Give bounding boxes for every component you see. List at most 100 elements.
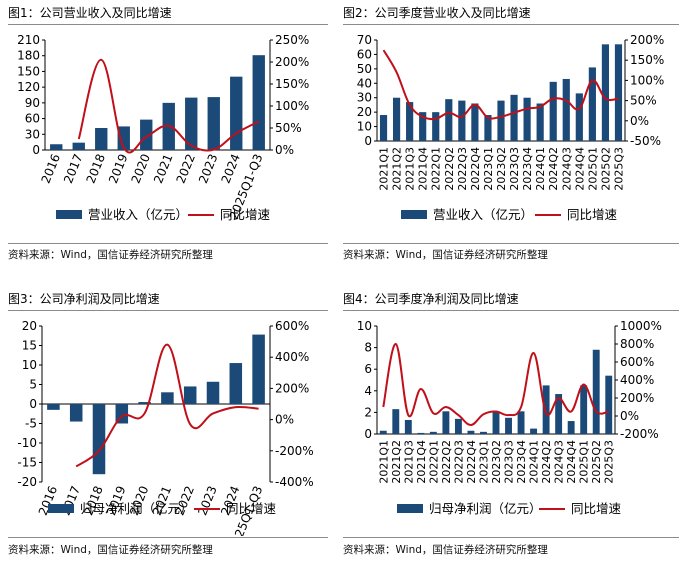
panel-revenue-quarterly: 图2：公司季度营业收入及同比增速 0 10 20 30 40 50 60 70 -50% 0% 50… — [343, 4, 679, 274]
y-left-tick-label: 30 — [25, 127, 40, 141]
y-right-tick-label: 0% — [275, 413, 294, 427]
bar — [442, 411, 450, 434]
y-left-tick-label: 60 — [357, 47, 372, 61]
bar — [575, 93, 583, 141]
x-tick-label: 2022Q4 — [469, 147, 482, 191]
y-right-tick-label: 800% — [620, 337, 654, 351]
bar — [404, 419, 412, 434]
x-tick-label: 2025Q3 — [603, 440, 616, 484]
bar — [458, 100, 466, 141]
y-right-tick-label: 0% — [630, 114, 649, 128]
panel-rule-bottom — [343, 243, 679, 244]
x-tick-label: 2023Q1 — [477, 440, 490, 484]
panel-source: 资料来源：Wind，国信证券经济研究所整理 — [8, 249, 213, 261]
bar — [601, 44, 610, 142]
growth-line — [382, 342, 609, 426]
panel-rule-bottom — [8, 243, 328, 244]
y-left-tick-label: -20 — [17, 475, 37, 489]
y-right-tick-label: -200% — [620, 427, 659, 441]
y-right-tick-label: 0% — [620, 409, 639, 423]
x-tick-label: 2024Q4 — [565, 440, 578, 484]
panel-profit-quarterly: 图4：公司季度净利润及同比增速 0 2 4 6 8 10 -200% 0% 200% 400% 60… — [343, 290, 679, 562]
y-left-tick-label: 0 — [29, 397, 37, 411]
bar — [92, 404, 106, 475]
y-left-tick-label: 4 — [364, 384, 372, 398]
bar — [207, 97, 220, 150]
legend-line-label: 同比增速 — [567, 207, 618, 222]
y-left-tick-label: 180 — [17, 49, 40, 63]
x-tick-label: 2022Q2 — [440, 440, 453, 484]
y-left-tick-label: 60 — [25, 112, 40, 126]
legend-line-label: 同比增速 — [226, 501, 277, 516]
x-tick-label: 2023Q2 — [495, 147, 508, 191]
y-right-tick-label: 1000% — [620, 319, 662, 333]
x-tick-label: 2022Q1 — [427, 440, 440, 484]
bar — [454, 418, 462, 434]
x-tick-label: 2023Q4 — [515, 440, 528, 484]
y-left-tick-label: 90 — [25, 96, 40, 110]
y-left-tick-label: 15 — [22, 339, 37, 353]
bar — [497, 100, 505, 141]
x-tick-label: 2024Q2 — [547, 147, 560, 191]
y-left-tick-label: -15 — [17, 456, 37, 470]
y-left-tick-label: 10 — [357, 120, 372, 134]
y-right-tick-label: 50% — [275, 121, 302, 135]
bar — [510, 94, 518, 141]
x-tick-label: 2023 — [195, 484, 219, 518]
legend-line-label: 同比增速 — [571, 501, 622, 516]
y-right-tick-label: 250% — [275, 33, 309, 47]
bar — [562, 78, 570, 141]
panel-title: 图2：公司季度营业收入及同比增速 — [343, 6, 531, 20]
x-tick-label: 2025Q2 — [599, 147, 612, 191]
y-right-tick-label: 200% — [275, 55, 309, 69]
bar — [588, 67, 596, 141]
bar — [185, 97, 198, 150]
x-tick-label: 2022Q2 — [443, 147, 456, 191]
x-tick-label: 2022 — [174, 152, 198, 186]
x-tick-label: 2021Q4 — [417, 147, 430, 191]
y-right-tick-label: 150% — [275, 77, 309, 91]
bar — [140, 119, 153, 150]
panel-title: 图3：公司净利润及同比增速 — [8, 292, 160, 306]
bar — [252, 55, 265, 150]
y-right-tick-label: -200% — [275, 444, 314, 458]
x-tick-label: 2020 — [129, 152, 153, 186]
bar — [445, 99, 453, 141]
panel-source: 资料来源：Wind，国信证券经济研究所整理 — [343, 249, 548, 261]
y-left-tick-label: 50 — [357, 62, 372, 76]
x-tick-label: 2024Q2 — [540, 440, 553, 484]
y-left-tick-label: 2 — [364, 405, 372, 419]
bar — [417, 432, 425, 434]
y-right-tick-label: 50% — [630, 94, 657, 108]
panel-rule-bottom — [8, 537, 328, 538]
bar — [567, 421, 575, 434]
x-tick-label: 2016 — [39, 152, 63, 186]
y-right-tick-label: 100% — [275, 99, 309, 113]
x-tick-label: 2024 — [219, 152, 243, 186]
panel-rule-top — [8, 310, 328, 311]
y-left-tick-label: 0 — [32, 143, 40, 157]
y-left-tick-label: 20 — [357, 105, 372, 119]
y-left-tick-label: 6 — [364, 362, 372, 376]
y-right-tick-label: 400% — [620, 373, 654, 387]
x-tick-label: 2023 — [196, 152, 220, 186]
x-tick-label: 2021Q3 — [404, 147, 417, 191]
x-tick-label: 2021 — [151, 152, 175, 186]
x-tick-label: 2022Q3 — [456, 147, 469, 191]
bar — [592, 349, 600, 434]
bar — [230, 76, 243, 150]
bar — [471, 103, 479, 141]
bar — [392, 97, 401, 141]
x-tick-label: 2023Q3 — [508, 147, 521, 191]
x-tick-label: 2019 — [106, 152, 130, 186]
panel-source: 资料来源：Wind，国信证券经济研究所整理 — [343, 544, 548, 556]
chart-svg: -20 -15 -10 -5 0 5 10 15 20 -400% -200% 0% 200% 400% 6… — [17, 319, 314, 536]
y-left-tick-label: 150 — [17, 64, 40, 78]
bar — [517, 411, 525, 434]
bar — [580, 385, 588, 434]
y-right-tick-label: 200% — [275, 381, 309, 395]
bar — [549, 81, 557, 141]
y-right-tick-label: 200% — [630, 33, 664, 47]
y-left-tick-label: 5 — [29, 378, 37, 392]
